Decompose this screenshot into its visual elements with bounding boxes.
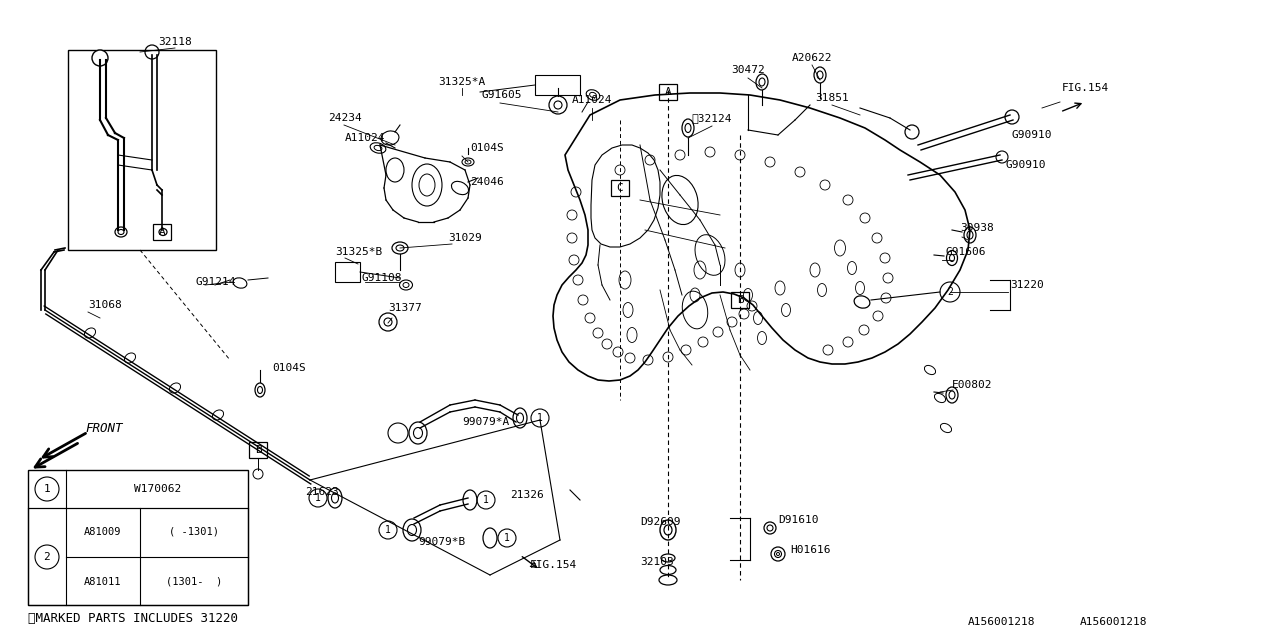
Bar — [535, 75, 580, 95]
Text: FIG.154: FIG.154 — [1062, 83, 1110, 93]
Text: A20622: A20622 — [792, 53, 832, 63]
Text: 21326: 21326 — [509, 490, 544, 500]
Text: E00802: E00802 — [952, 380, 992, 390]
Text: 1: 1 — [504, 533, 509, 543]
Text: A81009: A81009 — [84, 527, 122, 537]
Text: 31377: 31377 — [388, 303, 421, 313]
Text: G90910: G90910 — [1005, 160, 1046, 170]
Text: 32103: 32103 — [640, 557, 673, 567]
Text: B: B — [255, 445, 261, 455]
Text: ※MARKED PARTS INCLUDES 31220: ※MARKED PARTS INCLUDES 31220 — [28, 611, 238, 625]
Bar — [731, 292, 749, 308]
Bar — [68, 50, 216, 250]
Text: 2: 2 — [947, 287, 952, 297]
Bar — [335, 262, 360, 282]
Text: FIG.154: FIG.154 — [530, 560, 577, 570]
Text: A: A — [664, 87, 672, 97]
Text: 1: 1 — [315, 493, 321, 503]
Text: 0104S: 0104S — [273, 363, 306, 373]
Text: 31325*B: 31325*B — [335, 247, 383, 257]
Bar — [28, 470, 248, 605]
Text: 1: 1 — [538, 413, 543, 423]
Text: A: A — [159, 227, 165, 237]
Text: A156001218: A156001218 — [1080, 617, 1147, 627]
Text: A11024: A11024 — [572, 95, 612, 105]
Text: C: C — [617, 183, 623, 193]
Bar — [154, 224, 172, 240]
Text: 2: 2 — [44, 552, 50, 562]
Text: 31068: 31068 — [88, 300, 122, 310]
Text: 24234: 24234 — [328, 113, 362, 123]
Text: D92609: D92609 — [640, 517, 681, 527]
Text: A156001218: A156001218 — [968, 617, 1036, 627]
Text: (1301-  ): (1301- ) — [166, 577, 223, 587]
Text: 32118: 32118 — [159, 37, 192, 47]
Circle shape — [92, 50, 108, 66]
Text: G91108: G91108 — [362, 273, 402, 283]
Text: 31851: 31851 — [815, 93, 849, 103]
Text: 24046: 24046 — [470, 177, 504, 187]
Text: G90910: G90910 — [1012, 130, 1052, 140]
Text: 99079*B: 99079*B — [419, 537, 465, 547]
Text: 0104S: 0104S — [470, 143, 504, 153]
Bar — [250, 442, 268, 458]
Text: 31220: 31220 — [1010, 280, 1043, 290]
Bar — [659, 84, 677, 100]
Text: 1: 1 — [385, 525, 390, 535]
Text: ( -1301): ( -1301) — [169, 527, 219, 537]
Text: G91605: G91605 — [481, 90, 522, 100]
Text: 31029: 31029 — [448, 233, 481, 243]
Text: A11024: A11024 — [344, 133, 385, 143]
Text: ※32124: ※32124 — [691, 113, 732, 123]
Text: 99079*A: 99079*A — [462, 417, 509, 427]
Text: 1: 1 — [483, 495, 489, 505]
Text: G91214: G91214 — [195, 277, 236, 287]
Text: 31325*A: 31325*A — [438, 77, 485, 87]
Bar — [28, 508, 248, 605]
Text: 30938: 30938 — [960, 223, 993, 233]
Text: 21623: 21623 — [305, 487, 339, 497]
Text: W170062: W170062 — [134, 484, 182, 494]
Text: B: B — [736, 295, 744, 305]
Text: A81011: A81011 — [84, 577, 122, 587]
Text: D91610: D91610 — [778, 515, 818, 525]
Text: 30472: 30472 — [731, 65, 765, 75]
Text: 1: 1 — [44, 484, 50, 494]
Text: H01616: H01616 — [790, 545, 831, 555]
Text: FRONT: FRONT — [84, 422, 123, 435]
Text: G91606: G91606 — [945, 247, 986, 257]
Bar — [611, 180, 628, 196]
